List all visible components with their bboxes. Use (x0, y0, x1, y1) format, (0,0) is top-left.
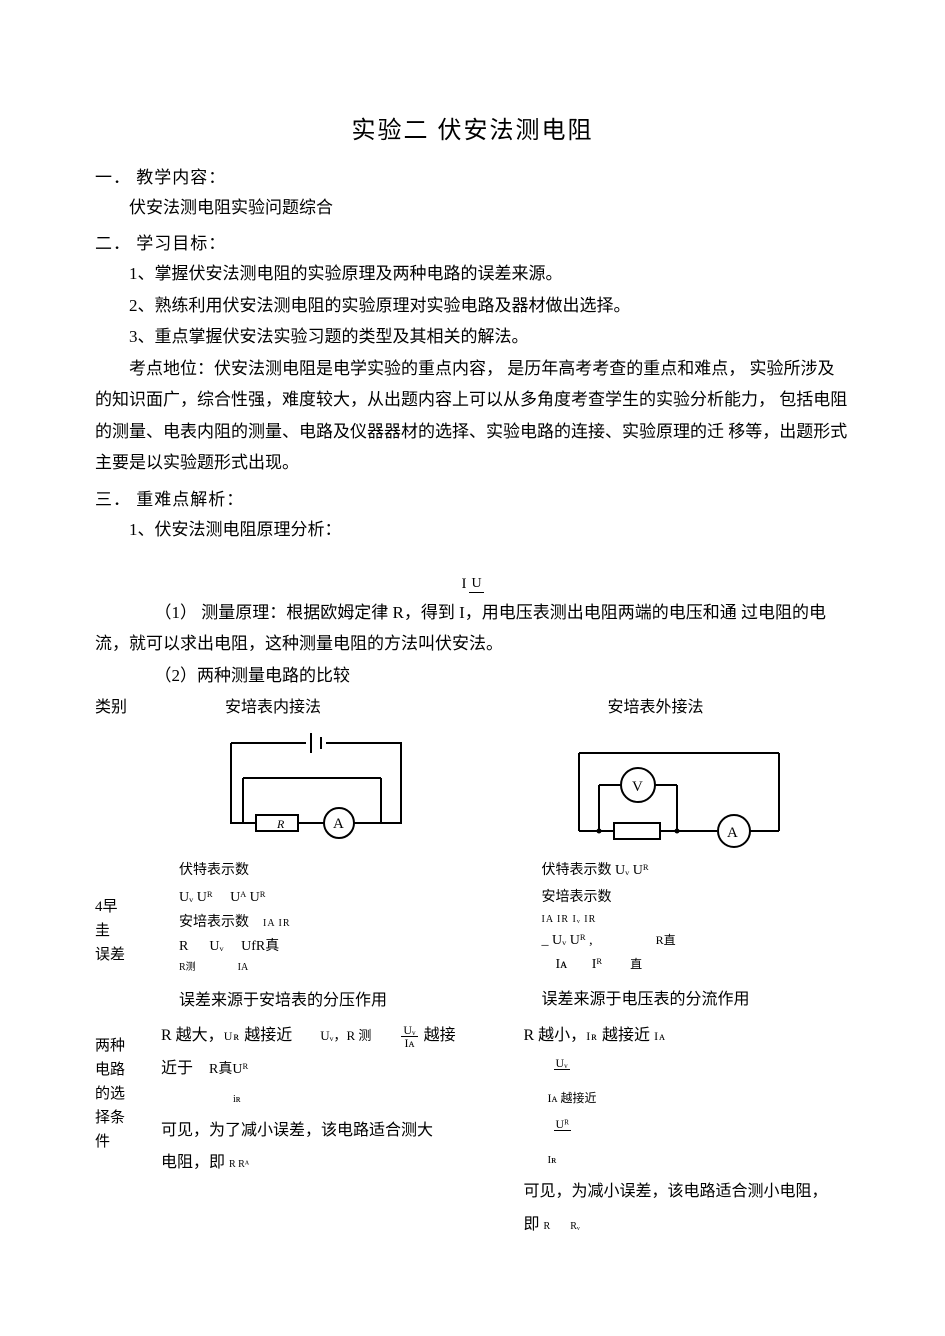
page-title: 实验二 伏安法测电阻 (95, 110, 850, 145)
right-cond-row1: R 越小，Iʀ 越接近 Iᴀ (498, 1020, 851, 1053)
formula-num: U (469, 577, 483, 593)
rl-cond-5: 件 (95, 1130, 110, 1154)
rl-err-3: 误差 (95, 943, 125, 967)
section-1-head: 一． 教学内容： (95, 163, 850, 188)
right-err-l2: 安培表示数 (498, 884, 851, 911)
rl-err-2: 圭 (95, 919, 110, 943)
left-cond-row2: 近于 R真Uᴿ iʀ (135, 1053, 488, 1115)
right-err-l5: Iᴀ Iᴿ 直 (498, 953, 851, 977)
kaodian-block: 考点地位：伏安法测电阻是电学实验的重点内容， 是历年高考考查的重点和难点， 实验… (95, 353, 850, 479)
left-cond-row3: 可见，为了减小误差，该电路适合测大 (135, 1115, 488, 1148)
principle-text: （1） 测量原理：根据欧姆定律 R，得到 I，用电压表测出电阻两端的电压和通 过… (95, 597, 850, 660)
formula-row: I U (95, 555, 850, 593)
left-err-l4: R Uᵥ UfR真 R测 IA (135, 935, 488, 978)
right-err-l3: IA IR Iᵥ IR (498, 911, 851, 929)
section-1-line: 伏安法测电阻实验问题综合 (95, 192, 850, 223)
rl-cond-1: 两种 (95, 1034, 125, 1058)
section-2-head: 二． 学习目标： (95, 229, 850, 254)
right-cond-row4: 可见，为减小误差，该电路适合测小电阻， (498, 1176, 851, 1209)
right-err-l4: _ Uᵥ Uᴿ , R直 (498, 929, 851, 953)
rl-err-1: 4早 (95, 895, 118, 919)
right-cond-row5: 即 R Rᵥ (498, 1209, 851, 1242)
left-err-source: 误差来源于安培表的分压作用 (135, 978, 488, 1018)
circuit-external-icon: V A (559, 723, 799, 853)
left-err-l3: 安培表示数 IA IR (135, 911, 488, 935)
rl-cond-3: 的选 (95, 1082, 125, 1106)
right-err-source: 误差来源于电压表的分流作用 (498, 977, 851, 1017)
left-circuit: R A (135, 723, 488, 853)
section-3-head: 三． 重难点解析： (95, 485, 850, 510)
right-cond-row3: Uᴿ Iʀ (498, 1115, 851, 1177)
document-page: 实验二 伏安法测电阻 一． 教学内容： 伏安法测电阻实验问题综合 二． 学习目标… (0, 0, 945, 1336)
left-cond-row4: 电阻，即 R Rᴬ (135, 1147, 488, 1180)
left-cond-row1: R 越大，Uʀ 越接近 Uᵥ，R 测 Uᵥ Iᴀ 越接 (135, 1020, 488, 1053)
goal-1: 1、掌握伏安法测电阻的实验原理及两种电路的误差来源。 (95, 258, 850, 289)
row-label-category: 类别 (95, 693, 135, 717)
right-circuit: V A (498, 723, 851, 853)
circuit-internal-icon: R A (211, 723, 421, 853)
analysis-1: 1、伏安法测电阻原理分析： (95, 514, 850, 545)
svg-text:V: V (632, 779, 643, 795)
right-col-head: 安培表外接法 (498, 693, 851, 717)
goal-2: 2、熟练利用伏安法测电阻的实验原理对实验电路及器材做出选择。 (95, 290, 850, 321)
rl-cond-2: 电路 (95, 1058, 125, 1082)
svg-text:A: A (333, 816, 344, 832)
left-err-l1: 伏特表示数 (135, 857, 488, 884)
left-err-l2: Uᵥ Uᴿ Uᴬ Uᴿ (135, 884, 488, 911)
goal-3: 3、重点掌握伏安法实验习题的类型及其相关的解法。 (95, 321, 850, 352)
compare-head: （2）两种测量电路的比较 (95, 660, 850, 691)
svg-text:R: R (276, 817, 285, 831)
formula-frac: U (469, 577, 483, 593)
right-cond-row2: Uᵥ Iᴀ 越接近 (498, 1053, 851, 1115)
svg-text:A: A (727, 825, 738, 841)
left-col-head: 安培表内接法 (135, 693, 488, 717)
right-err-l1: 伏特表示数 Uᵥ Uᴿ (498, 857, 851, 884)
formula-I: I (461, 576, 466, 593)
rl-cond-4: 择条 (95, 1106, 125, 1130)
